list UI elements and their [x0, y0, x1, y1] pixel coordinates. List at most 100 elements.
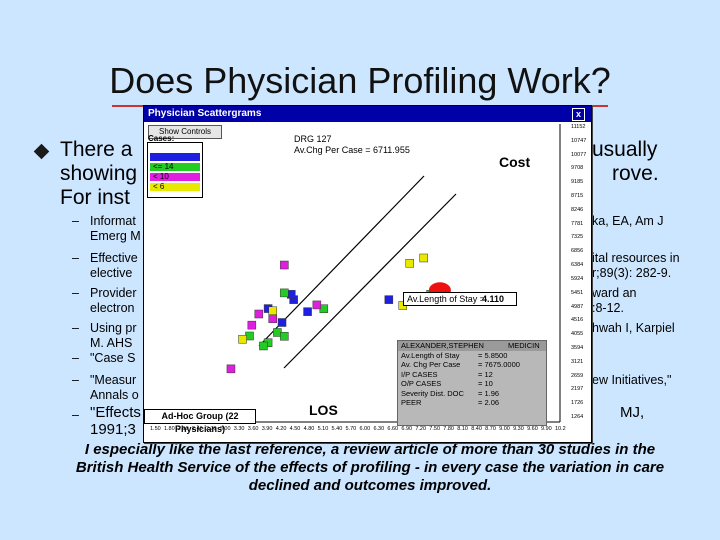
window-title: Physician Scattergrams: [148, 108, 262, 119]
sub-item-left-line2: elective: [90, 266, 133, 280]
sub-item-right-line2: :8-12.: [592, 301, 624, 315]
data-point: [226, 364, 236, 374]
info-value: = 7675.0000: [478, 360, 520, 369]
data-point: [259, 341, 268, 351]
sub-item-right: ka, EA, Am J: [592, 214, 664, 228]
sub-item-last-left: "Effects: [90, 404, 141, 421]
legend-swatch: <= 14: [150, 163, 200, 171]
info-row: O/P CASES = 10: [398, 379, 546, 389]
legend-swatch: [150, 153, 200, 161]
avg-charge-label: Av.Chg Per Case = 6711.955: [294, 145, 410, 155]
data-point: [280, 332, 289, 341]
bullet-diamond-icon: [33, 143, 50, 160]
info-value: = 10: [478, 379, 493, 388]
x-axis-title: LOS: [309, 402, 338, 418]
legend-label: < 6: [153, 182, 165, 191]
sub-item-left-line2: Annals o: [90, 388, 139, 402]
y-tick-label: 4516: [571, 317, 584, 324]
y-axis: 11152 10747 10077 9708 9185 8715 8246 7781 7325 6…: [562, 124, 591, 424]
y-tick-label: 5924: [571, 275, 584, 282]
info-row: Av. Chg Per Case = 7675.0000: [398, 360, 546, 370]
data-point: [254, 309, 264, 319]
info-value: = 1.96: [478, 388, 500, 398]
y-tick-label: 10747: [571, 137, 587, 144]
info-key: PEER: [401, 398, 422, 407]
data-point: [280, 288, 289, 298]
y-tick-label: 5451: [571, 289, 584, 296]
y-tick-label: 6856: [571, 248, 584, 255]
info-key: O/P CASES: [401, 379, 442, 388]
bullet-text-left-2: showing: [60, 162, 138, 185]
sub-item-left: "Case S: [90, 351, 136, 365]
y-tick-label: 4055: [571, 331, 584, 338]
bullet-text-left-3: For inst: [60, 186, 131, 209]
sub-item-right: ital resources in: [592, 251, 680, 265]
close-icon[interactable]: x: [572, 108, 585, 121]
show-controls-button[interactable]: Show Controls: [148, 125, 222, 139]
info-value: = 5.8500: [478, 350, 508, 360]
data-point: [238, 334, 247, 344]
data-point: [419, 253, 428, 263]
data-point: [303, 307, 312, 316]
legend-label: < 10: [153, 172, 169, 181]
sub-dash: –: [72, 351, 79, 365]
sub-item-right: ew Initiatives,": [592, 373, 672, 387]
physician-info-panel: ALEXANDER,STEPHEN MEDICIN Av.Length of S…: [397, 340, 547, 426]
info-row: Severity Dist. DOC = 1.96: [398, 389, 546, 399]
y-tick-label: 6384: [571, 262, 584, 269]
y-tick-label: 3121: [571, 358, 584, 365]
adhoc-group-label[interactable]: Ad-Hoc Group (22 Physicians): [144, 409, 256, 434]
legend: <= 14 < 10 < 6: [147, 142, 203, 198]
y-tick-label: 1264: [571, 414, 584, 420]
bullet-text-right-2: rove.: [612, 162, 659, 185]
info-value: = 2.06: [478, 398, 500, 407]
sub-item-left: Using pr: [90, 321, 137, 335]
drg-label: DRG 127: [294, 134, 332, 144]
sub-item-last-line2: 1991;3: [90, 421, 136, 438]
sub-item-left: "Measur: [90, 373, 137, 387]
footnote: I especially like the last reference, a …: [75, 441, 665, 494]
y-tick-label: 7325: [571, 234, 584, 241]
av-los-label: Av.Length of Stay =: [407, 294, 485, 304]
sub-dash: –: [72, 286, 79, 300]
data-point: [384, 295, 394, 304]
cases-label: Cases:: [148, 134, 175, 143]
bullet-text-left-1: There a: [60, 138, 133, 161]
y-tick-label: 8246: [571, 206, 584, 213]
legend-swatch: < 6: [150, 183, 200, 191]
data-point: [277, 318, 287, 327]
data-point: [268, 306, 277, 316]
data-point: [247, 320, 257, 330]
sub-item-right: ward an: [592, 286, 637, 300]
window-titlebar[interactable]: Physician Scattergrams x: [144, 106, 591, 122]
sub-item-left-line2: electron: [90, 301, 135, 315]
av-los-box: Av.Length of Stay = 4.110: [403, 292, 517, 306]
av-los-value: 4.110: [482, 294, 505, 304]
y-tick-label: 11152: [571, 124, 586, 130]
info-key: Av.Length of Stay: [401, 350, 460, 360]
y-tick-label: 9708: [571, 165, 584, 172]
sub-dash: –: [72, 251, 79, 265]
y-tick-label: 9185: [571, 179, 584, 186]
info-value: = 12: [478, 369, 493, 379]
legend-label: <= 14: [153, 162, 174, 171]
physician-service: MEDICIN: [508, 341, 540, 350]
sub-item-left-line2: M. AHS: [90, 336, 133, 350]
sub-item-left: Effective: [90, 251, 138, 265]
sub-item-last-right: MJ,: [620, 404, 645, 421]
sub-item-right: hwah I, Karpiel: [592, 321, 675, 335]
sub-dash: –: [72, 408, 79, 422]
y-tick-label: 1726: [571, 400, 584, 407]
sub-item-right-line2: r;89(3): 282-9.: [592, 266, 672, 280]
info-row: PEER = 2.06: [398, 398, 546, 408]
legend-swatch: < 10: [150, 173, 200, 181]
control-limit-line: [283, 193, 457, 369]
y-tick-label: 7781: [571, 220, 584, 227]
sub-dash: –: [72, 214, 79, 228]
y-tick-label: 8715: [571, 193, 584, 200]
y-tick-label: 4987: [571, 303, 584, 310]
y-tick-label: 3594: [571, 344, 584, 351]
control-limit-line: [258, 175, 425, 347]
y-tick-label: 2197: [571, 386, 584, 393]
y-tick-label: 10077: [571, 151, 587, 158]
